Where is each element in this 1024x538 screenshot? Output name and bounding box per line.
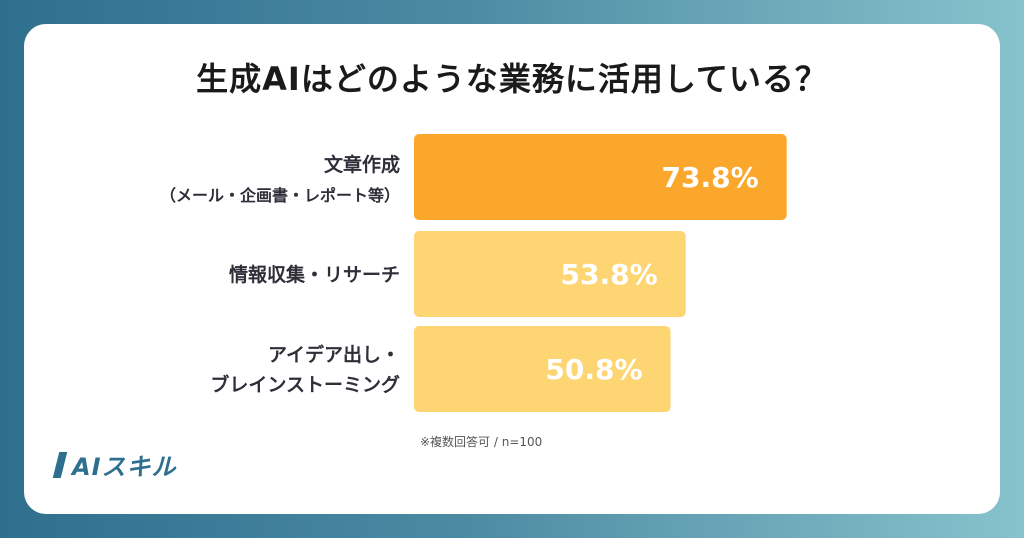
- bar: [414, 231, 686, 317]
- category-label: アイデア出し・: [268, 343, 400, 366]
- value-label: 53.8%: [561, 258, 658, 291]
- logo-text: AIスキル: [72, 453, 177, 481]
- value-label: 50.8%: [545, 353, 642, 386]
- chart-title: 生成AIはどのような業務に活用している？: [196, 60, 828, 98]
- bar: [414, 326, 671, 412]
- category-label: （メール・企画書・レポート等）: [160, 186, 400, 205]
- sample-note: ※複数回答可 / n=100: [420, 435, 543, 449]
- value-label: 73.8%: [662, 161, 759, 194]
- logo: AIスキル: [52, 447, 177, 482]
- bar: [414, 134, 787, 220]
- category-label: ブレインストーミング: [210, 373, 400, 396]
- category-label: 文章作成: [324, 153, 400, 176]
- category-label: 情報収集・リサーチ: [229, 263, 400, 286]
